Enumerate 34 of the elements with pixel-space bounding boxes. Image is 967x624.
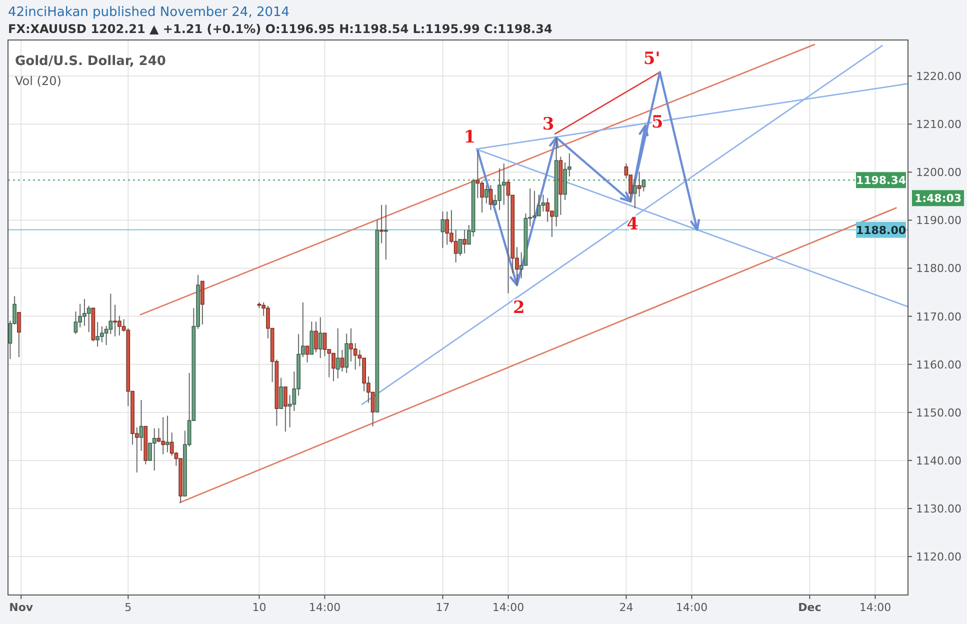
annotation: 5 — [652, 112, 664, 133]
x-tick-label: 14:00 — [859, 601, 892, 614]
x-tick-label: 17 — [436, 601, 450, 614]
y-tick-label: 1200.00 — [916, 166, 962, 180]
ref-line-label: 1198.34 — [856, 174, 906, 188]
y-tick-label: 1150.00 — [916, 406, 962, 420]
y-tick-label: 1120.00 — [916, 550, 962, 564]
y-tick-label: 1160.00 — [916, 358, 962, 372]
annotation: 1 — [464, 128, 476, 148]
y-tick-label: 1170.00 — [916, 310, 962, 324]
x-tick-label: 14:00 — [308, 601, 341, 614]
y-tick-label: 1140.00 — [916, 454, 962, 468]
x-tick-label: 5 — [124, 601, 132, 614]
annotation: 3 — [542, 114, 554, 135]
annotation: Vol (20) — [15, 74, 62, 88]
text: 1:48:03 — [914, 192, 962, 206]
text: Gold/U.S. Dollar, 240 — [15, 54, 166, 69]
ref-line-label: 1188.00 — [856, 224, 906, 237]
y-tick-label: 1190.00 — [916, 214, 962, 228]
y-tick-label: 1210.00 — [916, 118, 962, 132]
x-tick-label: 14:00 — [676, 601, 708, 614]
x-tick-label: 10 — [252, 601, 266, 614]
annotation: 2 — [513, 298, 525, 318]
chart-subtitle: FX:XAUUSD 1202.21 ▲ +1.21 (+0.1%) O:1196.95 H:1198.54 L:1195.99 C:1198.34 — [8, 22, 552, 36]
x-tick-label: 24 — [619, 601, 634, 614]
x-tick-label: 14:00 — [492, 601, 524, 614]
x-tick-label: Dec — [798, 601, 822, 614]
annotation: 4 — [626, 214, 639, 234]
y-tick-label: 1130.00 — [916, 502, 962, 516]
text: 42inciHakan published November 24, 2014 — [8, 5, 290, 20]
x-tick-label: Nov — [9, 601, 34, 614]
annotation: 5' — [643, 49, 660, 70]
y-tick-label: 1220.00 — [916, 70, 962, 84]
y-tick-label: 1180.00 — [916, 262, 962, 276]
